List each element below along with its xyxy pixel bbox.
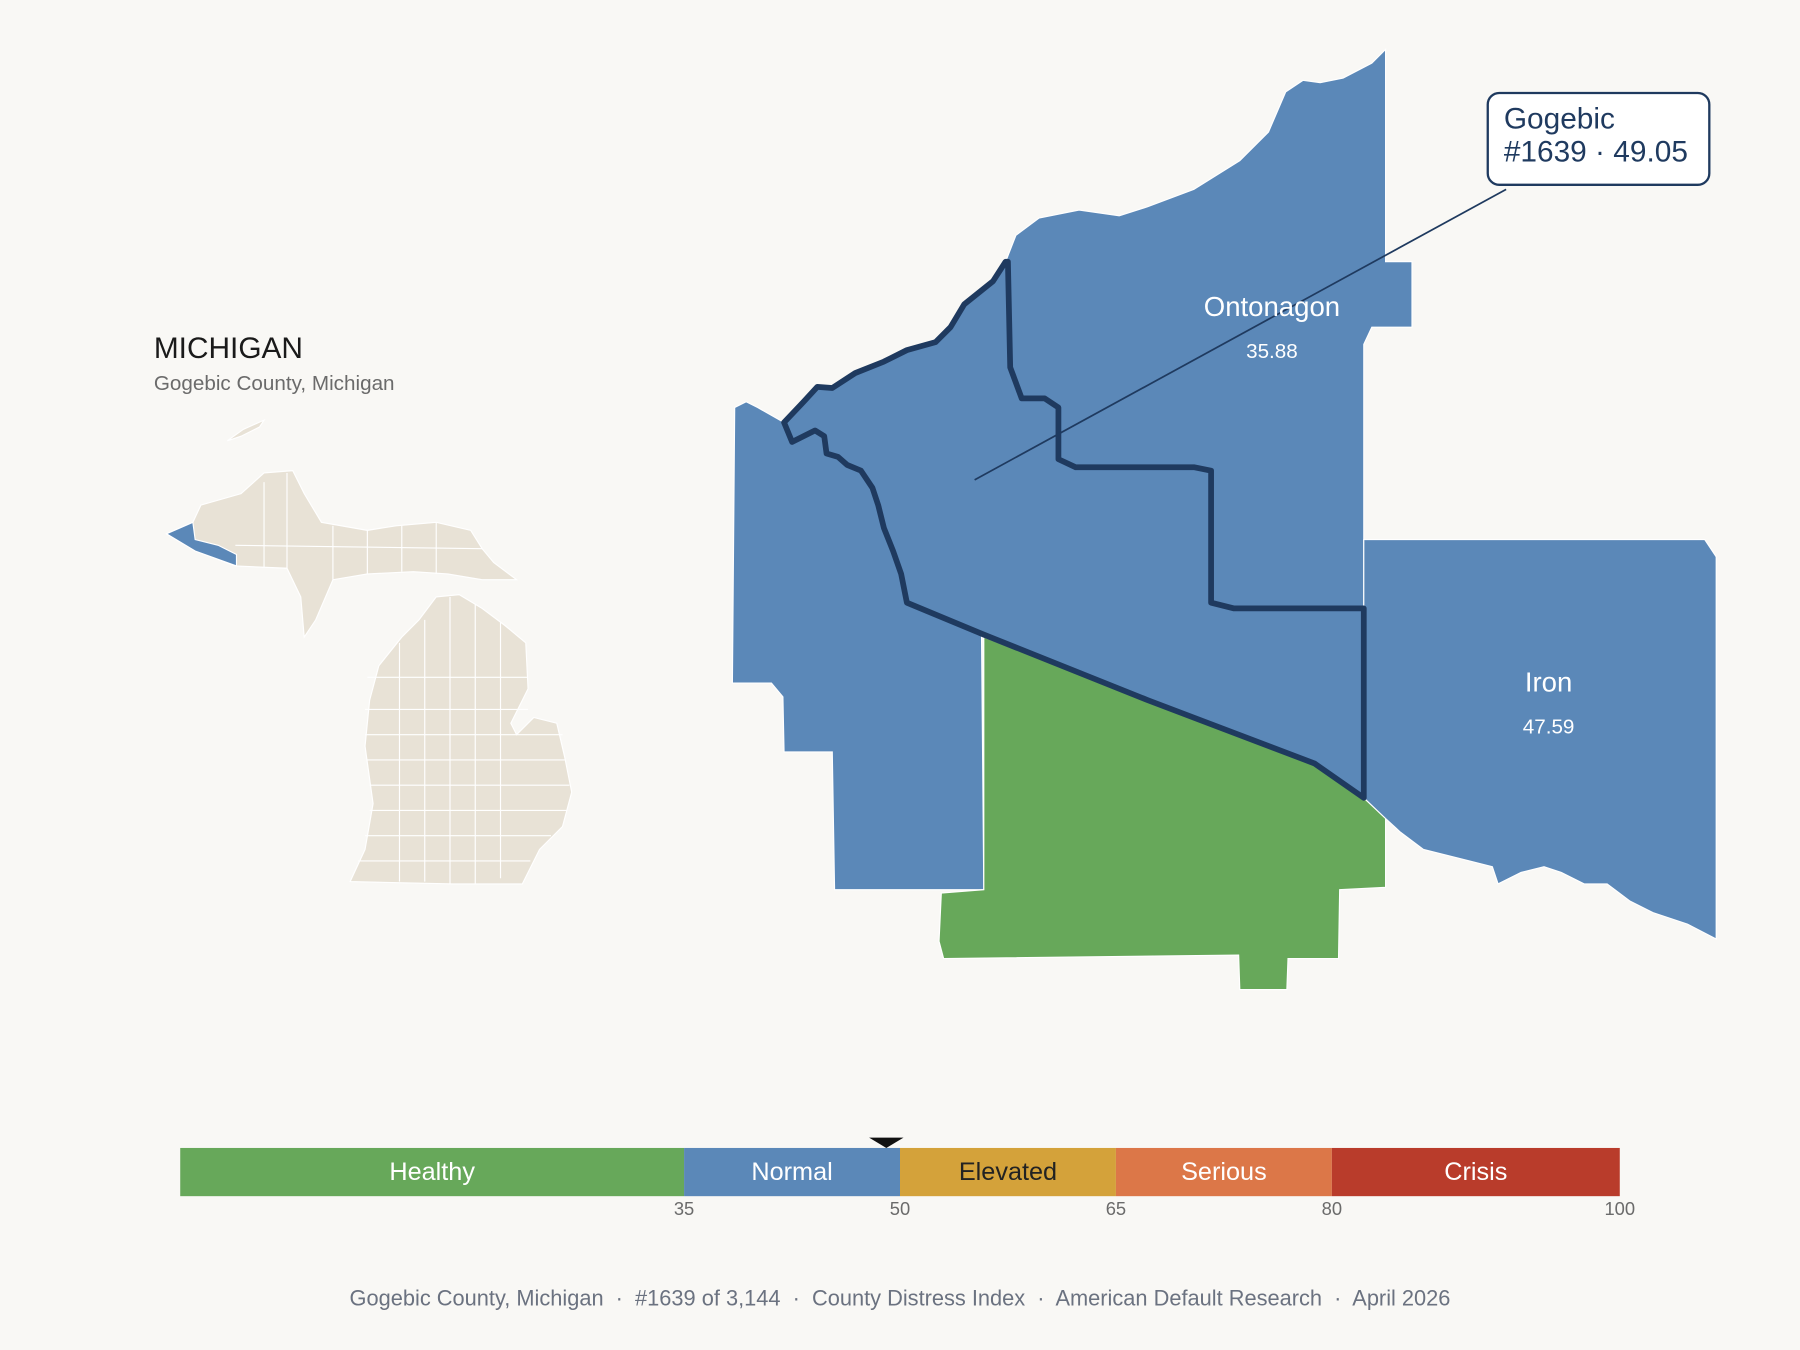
inset-upper-peninsula (165, 470, 519, 639)
scale-marker (869, 1137, 904, 1148)
county-value: 35.88 (1246, 340, 1298, 363)
state-title: MICHIGAN (154, 332, 303, 365)
state-inset (165, 418, 573, 885)
callout-name: Gogebic (1504, 102, 1615, 135)
scale-band (684, 1147, 900, 1197)
scale-tick-label: 65 (1106, 1198, 1126, 1219)
scale-band (1331, 1147, 1620, 1197)
inset-grid (235, 472, 570, 884)
distress-scale: Healthy Normal Elevated Serious Crisis 35 50 65… (180, 1137, 1635, 1219)
inset-lower-peninsula (349, 594, 573, 885)
scale-band (180, 1147, 685, 1197)
scale-tick-label: 80 (1322, 1198, 1342, 1219)
county-gogebic (781, 258, 1367, 801)
scale-tick-label: 35 (674, 1198, 694, 1219)
inset-highlight (165, 521, 238, 567)
scale-tick-label: 100 (1604, 1198, 1635, 1219)
callout-leader (974, 188, 1507, 481)
footer: Gogebic County, Michigan · #1639 of 3,14… (350, 1285, 1451, 1310)
scale-band (1115, 1147, 1332, 1197)
scale-band-label: Normal (751, 1158, 832, 1186)
county-iron (1363, 538, 1717, 940)
scale-tick-label: 50 (890, 1198, 910, 1219)
county-map (731, 47, 1717, 991)
callout-box (1486, 91, 1711, 186)
callout-line: #1639 · 49.05 (1504, 136, 1688, 169)
county-value: 47.59 (1523, 715, 1575, 738)
scale-band (900, 1147, 1116, 1197)
scale-band-label: Elevated (959, 1158, 1057, 1186)
county-label: Ontonagon (1204, 291, 1340, 322)
scale-band-label: Crisis (1444, 1158, 1507, 1186)
state-subtitle: Gogebic County, Michigan (154, 372, 395, 395)
scale-band-label: Serious (1181, 1158, 1267, 1186)
scale-band-label: Healthy (389, 1158, 475, 1186)
inset-island (226, 418, 266, 442)
county-label: Iron (1525, 666, 1572, 697)
